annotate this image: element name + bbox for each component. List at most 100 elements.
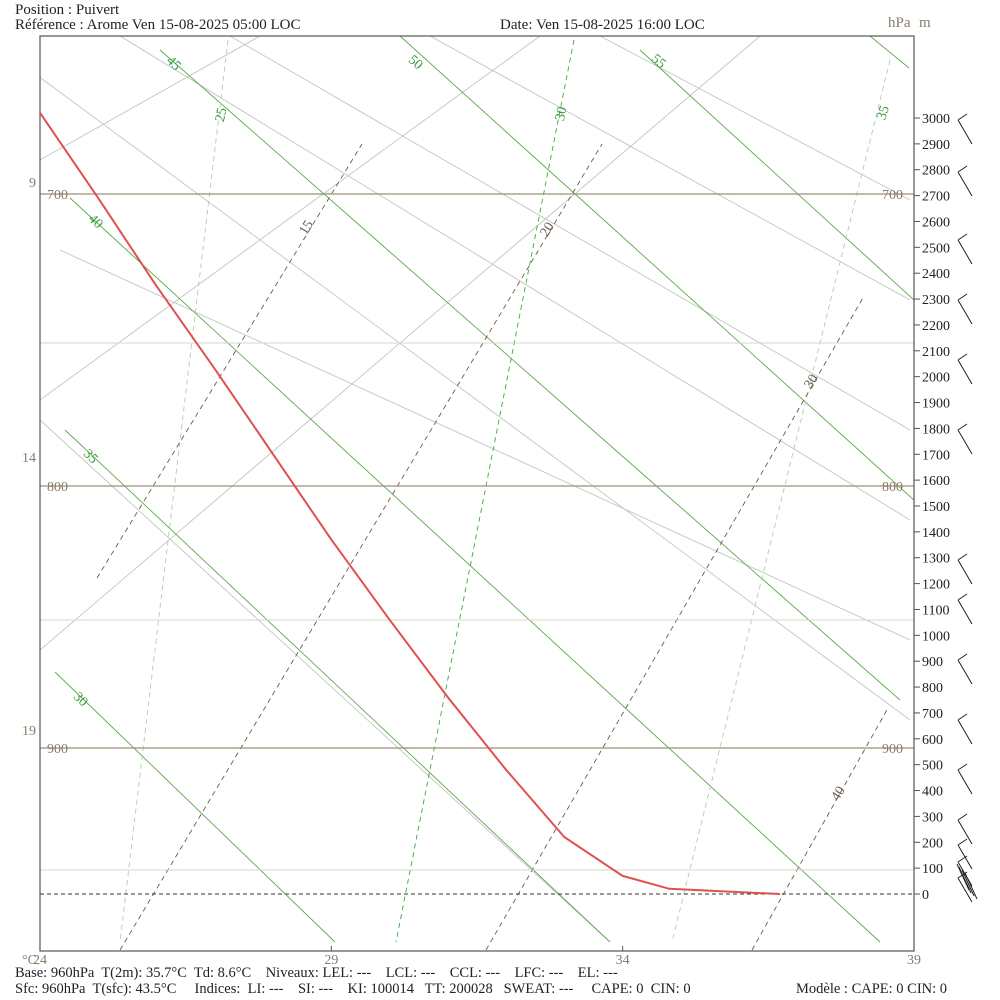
altitude-tick-label: 1100 <box>922 603 949 618</box>
altitude-tick-label: 1900 <box>922 397 950 412</box>
altitude-tick-label: 2600 <box>922 215 950 230</box>
mixing-ratio-label: 35 <box>874 104 893 122</box>
date-label: Date: Ven 15-08-2025 16:00 LOC <box>500 17 705 33</box>
altitude-tick-label: 600 <box>922 733 943 748</box>
wind-barb <box>957 763 973 795</box>
altitude-tick-label: 2500 <box>922 241 950 256</box>
moist-adiabat-line <box>40 36 261 161</box>
wind-barb <box>957 233 973 265</box>
altitude-tick-label: 2800 <box>922 164 950 179</box>
isotherm-line <box>751 707 889 951</box>
dry-adiabat-line <box>639 49 914 301</box>
mixing-ratio-line <box>671 59 891 943</box>
dry-adiabat-label: 35 <box>80 447 101 468</box>
pressure-tick-left: 800 <box>47 480 68 495</box>
isotherm-line <box>96 143 363 579</box>
left-axis-tick: 9 <box>29 176 36 191</box>
wind-barb <box>957 293 973 325</box>
dry-adiabat-line <box>64 429 611 943</box>
moist-adiabat-line <box>599 36 911 201</box>
x-axis-unit: °C <box>22 953 37 968</box>
altitude-tick-label: 1300 <box>922 552 950 567</box>
wind-barb <box>957 838 973 870</box>
moist-adiabat-line <box>229 36 911 431</box>
moist-adiabat-line <box>429 36 911 301</box>
x-tick-label: 24 <box>33 953 47 968</box>
isotherm-label: 40 <box>829 784 849 804</box>
altitude-tick-label: 3000 <box>922 112 950 127</box>
altitude-tick-label: 1400 <box>922 526 950 541</box>
pressure-tick-right: 700 <box>882 188 903 203</box>
altitude-tick-label: 1800 <box>922 422 950 437</box>
altitude-tick-label: 2100 <box>922 345 950 360</box>
dry-adiabat-label: 55 <box>648 52 668 72</box>
unit-hpa-label: hPa <box>888 15 911 31</box>
isotherm-label: 20 <box>538 220 558 240</box>
altitude-tick-label: 800 <box>922 681 943 696</box>
altitude-tick-label: 1600 <box>922 474 950 489</box>
altitude-tick-label: 500 <box>922 759 943 774</box>
axis-labels: 700 700 800 800 900 900 9 14 19 24 29 34 39 °C 0 100 200… <box>22 112 950 968</box>
moist-adiabat-lines <box>40 36 911 943</box>
wind-barb <box>964 872 978 900</box>
isotherm-label: 15 <box>297 218 317 238</box>
mixing-ratio-lines <box>119 39 891 943</box>
x-tick-label: 34 <box>616 953 630 968</box>
altitude-tick-label: 2900 <box>922 138 950 153</box>
dry-adiabat-line <box>69 197 881 943</box>
altitude-tick-label: 1500 <box>922 500 950 515</box>
dry-adiabat-line <box>159 49 901 701</box>
pressure-tick-right: 900 <box>882 742 903 757</box>
dry-adiabat-line <box>869 36 910 69</box>
pressure-tick-right: 800 <box>882 480 903 495</box>
x-tick-label: 39 <box>907 953 921 968</box>
wind-barb <box>957 553 973 585</box>
dry-adiabat-line <box>54 671 336 943</box>
footer-model: Modèle : CAPE: 0 CIN: 0 <box>796 981 948 997</box>
altitude-tick-label: 1700 <box>922 448 950 463</box>
pressure-tick-left: 700 <box>47 188 68 203</box>
altitude-tick-label: 900 <box>922 655 943 670</box>
dry-adiabat-label: 30 <box>70 690 91 711</box>
wind-barb <box>957 713 973 745</box>
isotherm-label: 30 <box>802 372 822 392</box>
mixing-ratio-line <box>395 39 575 943</box>
x-tick-label: 29 <box>324 953 338 968</box>
moist-adiabat-line <box>119 36 911 521</box>
plot-frame <box>39 35 915 952</box>
left-axis-tick: 19 <box>22 724 36 739</box>
altitude-tick-label: 0 <box>922 888 929 903</box>
altitude-tick-label: 400 <box>922 785 943 800</box>
isotherm-line <box>119 143 603 951</box>
isobar-lines <box>40 193 914 871</box>
altitude-tick-label: 2300 <box>922 293 950 308</box>
altitude-tick-label: 2400 <box>922 267 950 282</box>
reference-label: Référence : Arome Ven 15-08-2025 05:00 L… <box>15 17 301 33</box>
dry-adiabat-lines <box>54 36 914 943</box>
wind-barb <box>957 165 973 197</box>
wind-barb <box>961 869 975 897</box>
mixing-ratio-line <box>119 39 229 943</box>
unit-m-label: m <box>919 15 931 31</box>
wind-barb <box>958 866 972 894</box>
wind-barbs <box>956 113 978 903</box>
left-axis-tick: 14 <box>22 451 36 466</box>
wind-barb <box>956 863 970 891</box>
wind-barb <box>957 813 973 845</box>
wind-barb <box>957 353 973 385</box>
mixing-ratio-label: 25 <box>213 107 231 124</box>
dry-adiabat-label: 45 <box>163 54 184 75</box>
footer-line-2: Sfc: 960hPa T(sfc): 43.5°C Indices: LI: … <box>15 981 691 997</box>
temperature-profile-line <box>39 112 781 895</box>
moist-adiabat-line <box>40 76 911 721</box>
position-label: Position : Puivert <box>15 2 120 18</box>
altitude-tick-label: 1000 <box>922 629 950 644</box>
wind-barb <box>957 593 973 625</box>
pressure-tick-left: 900 <box>47 742 68 757</box>
moist-adiabat-line <box>59 249 911 641</box>
mixing-ratio-label: 30 <box>553 106 571 123</box>
altitude-tick-label: 100 <box>922 862 943 877</box>
wind-barb <box>957 423 973 455</box>
